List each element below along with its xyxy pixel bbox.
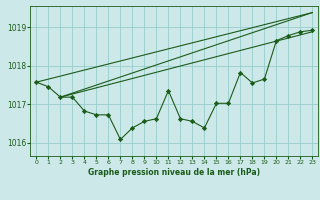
X-axis label: Graphe pression niveau de la mer (hPa): Graphe pression niveau de la mer (hPa) xyxy=(88,168,260,177)
